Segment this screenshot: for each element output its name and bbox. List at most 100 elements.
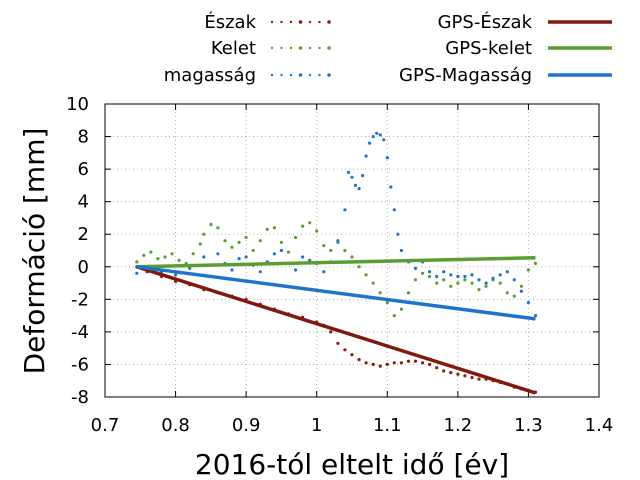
x-tick-label: 0.8 (161, 415, 190, 436)
data-point (378, 133, 382, 137)
plot-area (135, 131, 538, 395)
data-point (371, 281, 375, 285)
data-point (396, 232, 400, 236)
data-point (286, 250, 291, 254)
data-point (230, 268, 234, 272)
data-point (163, 255, 167, 259)
data-point (209, 222, 213, 227)
data-point (498, 281, 502, 285)
data-point (385, 156, 389, 160)
data-point (477, 288, 481, 292)
data-point (223, 239, 227, 243)
series-points (135, 221, 538, 318)
data-point (470, 281, 474, 285)
legend-label: magasság (164, 65, 256, 86)
y-tick-label: 8 (78, 127, 89, 148)
x-axis-title: 2016-tól eltelt idő [év] (195, 448, 509, 480)
data-point (385, 362, 389, 366)
data-point (456, 281, 460, 285)
data-point (343, 208, 347, 212)
x-tick-label: 1.1 (373, 415, 402, 436)
data-point (371, 135, 375, 139)
data-point (463, 274, 467, 279)
legend-marker (270, 46, 274, 50)
data-point (336, 239, 340, 243)
data-point (308, 258, 312, 262)
data-point (449, 371, 453, 375)
data-point (498, 273, 502, 277)
data-point (244, 235, 248, 240)
data-point (484, 281, 488, 285)
legend-marker (280, 73, 283, 77)
data-point (237, 257, 241, 261)
data-point (442, 369, 446, 373)
data-point (406, 291, 411, 295)
legend-marker (289, 73, 293, 77)
grid (105, 104, 599, 397)
data-point (135, 260, 139, 264)
y-axis-title: Deformáció [mm] (18, 128, 51, 375)
data-point (470, 375, 474, 380)
data-point (375, 131, 379, 135)
data-point (413, 359, 418, 363)
x-tick-label: 1.2 (444, 415, 473, 436)
legend-label: GPS-kelet (445, 38, 532, 59)
x-axis: 0.7 0.8 0.9 1 1.1 1.2 1.3 1.4 (91, 104, 613, 436)
data-point (526, 268, 531, 272)
data-point (265, 227, 269, 231)
data-point (191, 252, 195, 256)
data-point (406, 359, 411, 363)
data-point (336, 341, 340, 345)
legend-marker (318, 20, 321, 24)
legend-marker (280, 46, 283, 50)
data-point (421, 271, 425, 275)
data-point (272, 252, 276, 256)
data-point (413, 266, 418, 270)
data-point (435, 274, 439, 279)
data-point (230, 245, 234, 249)
data-point (346, 170, 351, 174)
data-point (237, 240, 241, 244)
legend-label: Kelet (211, 38, 256, 59)
data-point (512, 278, 516, 282)
legend-marker (270, 73, 274, 77)
data-point (364, 361, 368, 365)
data-point (470, 273, 474, 277)
data-point (329, 248, 333, 253)
legend-marker (308, 20, 312, 24)
data-point (329, 330, 333, 334)
y-tick-label: 0 (78, 257, 89, 278)
data-point (428, 270, 432, 274)
data-point (484, 284, 488, 288)
x-tick-label: 1 (311, 415, 322, 436)
data-point (463, 374, 467, 378)
y-tick-label: 10 (66, 94, 89, 115)
series-points (135, 131, 538, 318)
legend-marker (327, 20, 331, 24)
data-point (449, 273, 453, 277)
data-point (357, 358, 361, 362)
data-point (177, 258, 181, 262)
data-point (392, 314, 396, 318)
y-tick-label: -8 (71, 387, 89, 408)
data-point (279, 248, 283, 253)
plot-frame (104, 103, 600, 398)
legend-marker (308, 73, 312, 77)
data-point (308, 221, 312, 225)
data-point (142, 253, 146, 257)
data-point (519, 284, 524, 288)
data-point (413, 278, 418, 282)
data-point (343, 248, 347, 253)
data-point (442, 278, 446, 282)
data-point (301, 255, 305, 259)
data-point (357, 265, 361, 269)
data-point (353, 183, 358, 187)
x-tick-label: 0.7 (91, 415, 120, 436)
data-point (258, 239, 262, 243)
data-point (258, 270, 262, 274)
data-point (399, 248, 403, 253)
data-point (279, 240, 283, 244)
data-point (198, 242, 202, 246)
data-point (293, 235, 298, 240)
